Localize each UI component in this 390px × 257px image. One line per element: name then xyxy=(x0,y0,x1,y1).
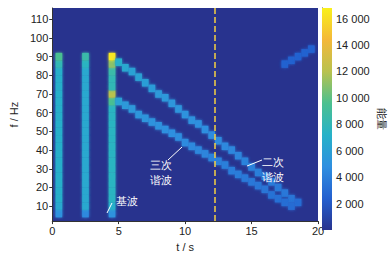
svg-text:20: 20 xyxy=(311,224,325,237)
svg-text:谐波: 谐波 xyxy=(150,174,172,186)
svg-text:30: 30 xyxy=(36,163,48,175)
svg-text:80: 80 xyxy=(36,69,48,81)
svg-text:60: 60 xyxy=(36,107,48,119)
svg-text:基波: 基波 xyxy=(116,195,138,207)
svg-text:70: 70 xyxy=(36,88,48,100)
svg-text:二次: 二次 xyxy=(262,156,284,168)
svg-text:14 000: 14 000 xyxy=(336,39,370,51)
svg-text:f / Hz: f / Hz xyxy=(8,102,20,128)
svg-text:50: 50 xyxy=(36,125,48,137)
svg-text:10 000: 10 000 xyxy=(336,92,370,104)
svg-text:能量: 能量 xyxy=(376,108,388,130)
svg-text:谐波: 谐波 xyxy=(262,171,284,183)
svg-text:20: 20 xyxy=(36,181,48,193)
svg-text:10: 10 xyxy=(36,200,48,212)
svg-text:16 000: 16 000 xyxy=(336,13,370,25)
svg-text:2 000: 2 000 xyxy=(336,198,364,210)
svg-text:6 000: 6 000 xyxy=(336,145,364,157)
svg-text:8 000: 8 000 xyxy=(336,118,364,130)
svg-text:100: 100 xyxy=(30,32,48,44)
svg-text:4 000: 4 000 xyxy=(336,171,364,183)
svg-text:15: 15 xyxy=(245,225,257,237)
svg-text:5: 5 xyxy=(116,225,122,237)
svg-text:0: 0 xyxy=(49,225,55,237)
svg-text:12 000: 12 000 xyxy=(336,65,370,77)
svg-text:t / s: t / s xyxy=(176,241,194,253)
svg-text:三次: 三次 xyxy=(150,159,172,171)
svg-text:10: 10 xyxy=(179,225,191,237)
svg-text:110: 110 xyxy=(31,13,49,25)
svg-text:90: 90 xyxy=(36,51,48,63)
svg-text:40: 40 xyxy=(36,144,48,156)
